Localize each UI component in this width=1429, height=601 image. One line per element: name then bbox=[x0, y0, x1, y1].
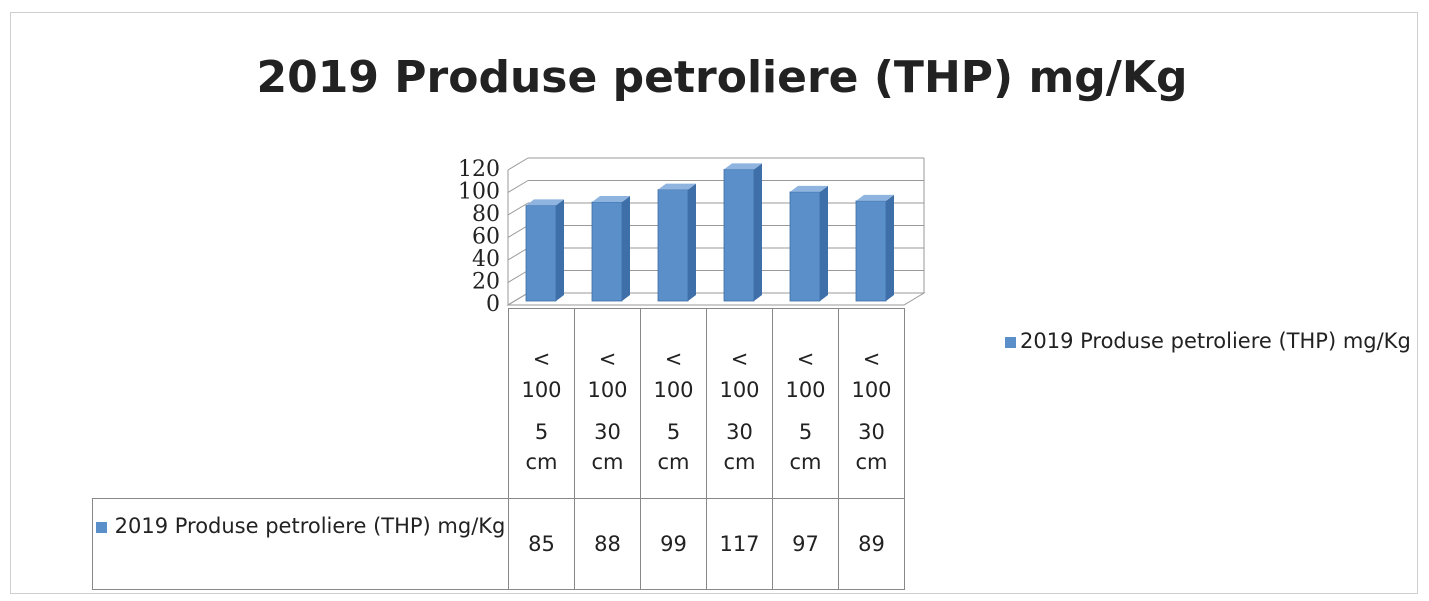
y-tick-label: 0 bbox=[486, 292, 500, 317]
legend-label: 2019 Produse petroliere (THP) mg/Kg bbox=[1020, 329, 1411, 353]
data-label: 97 bbox=[792, 531, 819, 556]
grid-line bbox=[507, 180, 529, 193]
x-tick-label: 100 bbox=[587, 377, 628, 402]
bar bbox=[855, 200, 887, 302]
category-cell: <100 5 cm bbox=[640, 308, 707, 499]
chart-frame bbox=[10, 12, 1418, 594]
data-label: 89 bbox=[858, 531, 885, 556]
y-tick-label: 20 bbox=[472, 270, 500, 295]
series-name: 2019 Produse petroliere (THP) mg/Kg bbox=[114, 514, 506, 538]
data-label: 117 bbox=[719, 531, 760, 556]
data-label: 88 bbox=[594, 531, 621, 556]
bar bbox=[723, 168, 755, 302]
x-tick-label: < bbox=[730, 347, 749, 372]
grid-line bbox=[507, 270, 529, 283]
x-tick-label: cm bbox=[591, 450, 624, 475]
legend-swatch bbox=[95, 521, 107, 533]
series-header-cell: 2019 Produse petroliere (THP) mg/Kg bbox=[92, 498, 509, 590]
bar-top bbox=[790, 185, 828, 192]
x-tick-label: cm bbox=[525, 450, 558, 475]
legend: 2019 Produse petroliere (THP) mg/Kg bbox=[1005, 326, 1425, 358]
bar-side bbox=[622, 196, 630, 301]
bar-top bbox=[724, 163, 762, 170]
x-tick-label: 5 bbox=[666, 420, 681, 444]
grid-line bbox=[507, 292, 529, 306]
x-tick-label: 5 bbox=[534, 420, 549, 444]
category-cell: <100 5 cm bbox=[508, 308, 575, 499]
legend-swatch bbox=[1005, 336, 1016, 348]
bar-top bbox=[856, 194, 894, 201]
value-cell: 89 bbox=[838, 498, 905, 590]
x-tick-label: cm bbox=[723, 450, 756, 475]
x-tick-label: 100 bbox=[653, 377, 694, 402]
x-tick-label: < bbox=[532, 347, 551, 372]
x-tick-label: < bbox=[862, 347, 881, 372]
chart-title: 2019 Produse petroliere (THP) mg/Kg bbox=[257, 52, 1188, 103]
bar-top bbox=[592, 196, 630, 202]
y-tick-label: 60 bbox=[472, 225, 500, 250]
category-cell: <100 30 cm bbox=[838, 308, 905, 499]
value-cell: 88 bbox=[574, 498, 641, 590]
y-tick-label: 80 bbox=[472, 202, 500, 227]
data-label: 85 bbox=[528, 531, 555, 556]
x-tick-label: cm bbox=[789, 450, 822, 475]
category-cell: <100 30 cm bbox=[574, 308, 641, 499]
value-cell: 99 bbox=[640, 498, 707, 590]
x-tick-label: < bbox=[664, 347, 683, 372]
bar bbox=[591, 201, 623, 302]
grid-line bbox=[507, 157, 529, 171]
y-tick-label: 120 bbox=[458, 157, 500, 182]
x-tick-label: 100 bbox=[521, 377, 562, 402]
bar-side bbox=[754, 163, 762, 301]
grid-line bbox=[507, 225, 529, 238]
y-tick-label: 40 bbox=[472, 247, 500, 272]
category-cell: <100 5 cm bbox=[772, 308, 839, 499]
value-cell: 97 bbox=[772, 498, 839, 590]
grid-line bbox=[507, 247, 529, 261]
x-tick-label: < bbox=[598, 347, 617, 372]
y-tick-label: 100 bbox=[458, 180, 500, 205]
x-tick-label: 30 bbox=[594, 420, 621, 444]
x-tick-label: 100 bbox=[851, 377, 892, 402]
bar-side bbox=[820, 185, 828, 301]
bar-top bbox=[658, 183, 696, 190]
x-tick-label: 100 bbox=[785, 377, 826, 402]
x-tick-label: 30 bbox=[858, 420, 885, 444]
value-cell: 85 bbox=[508, 498, 575, 590]
x-tick-label: 5 bbox=[798, 420, 813, 444]
value-cell: 117 bbox=[706, 498, 773, 590]
bar-side bbox=[886, 194, 894, 301]
bar bbox=[789, 191, 821, 302]
bar-side bbox=[688, 183, 696, 301]
x-tick-label: < bbox=[796, 347, 815, 372]
bar bbox=[657, 189, 689, 302]
bar-side bbox=[556, 199, 564, 301]
data-label: 99 bbox=[660, 531, 687, 556]
x-tick-label: cm bbox=[657, 450, 690, 475]
x-tick-label: 30 bbox=[726, 420, 753, 444]
bar bbox=[525, 204, 557, 302]
bar-top bbox=[526, 199, 564, 206]
x-tick-label: cm bbox=[855, 450, 888, 475]
x-tick-label: 100 bbox=[719, 377, 760, 402]
grid-line bbox=[507, 202, 529, 216]
category-cell: <100 30 cm bbox=[706, 308, 773, 499]
